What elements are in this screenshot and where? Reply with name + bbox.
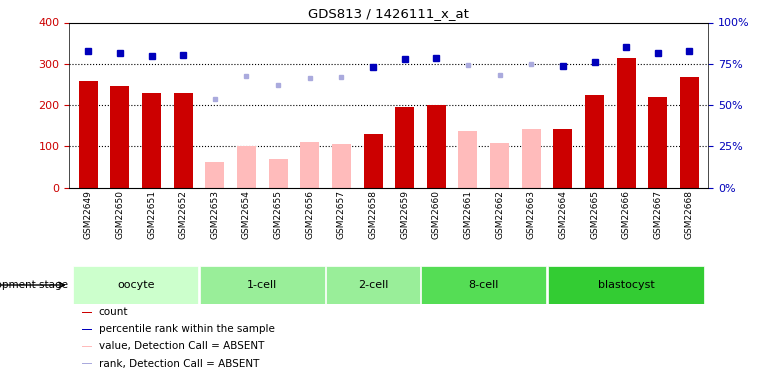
Bar [395, 107, 414, 188]
Text: GSM22656: GSM22656 [305, 190, 314, 239]
Bar [490, 143, 509, 188]
Bar [110, 86, 129, 188]
Text: 1-cell: 1-cell [247, 280, 277, 290]
Text: GSM22653: GSM22653 [210, 190, 219, 239]
Text: GSM22658: GSM22658 [369, 190, 377, 239]
Bar [458, 131, 477, 188]
Text: GSM22663: GSM22663 [527, 190, 536, 239]
Bar [237, 146, 256, 188]
Bar [174, 93, 192, 188]
Text: percentile rank within the sample: percentile rank within the sample [99, 324, 275, 334]
Bar [332, 144, 351, 188]
Text: GSM22659: GSM22659 [400, 190, 409, 239]
Bar [363, 134, 383, 188]
Text: GSM22665: GSM22665 [590, 190, 599, 239]
Text: GSM22654: GSM22654 [242, 190, 251, 239]
Text: GSM22660: GSM22660 [432, 190, 440, 239]
Bar [585, 95, 604, 188]
Text: GSM22657: GSM22657 [337, 190, 346, 239]
Text: development stage: development stage [0, 280, 68, 290]
Bar [82, 346, 92, 347]
Bar [82, 329, 92, 330]
Bar [300, 142, 320, 188]
Text: GSM22650: GSM22650 [116, 190, 125, 239]
Bar [421, 266, 546, 304]
Bar [522, 129, 541, 188]
Bar [648, 97, 668, 188]
Bar [547, 266, 705, 304]
Title: GDS813 / 1426111_x_at: GDS813 / 1426111_x_at [309, 7, 469, 20]
Bar [199, 266, 325, 304]
Text: GSM22649: GSM22649 [84, 190, 92, 239]
Bar [680, 77, 699, 188]
Text: count: count [99, 307, 129, 317]
Text: GSM22662: GSM22662 [495, 190, 504, 239]
Text: GSM22667: GSM22667 [653, 190, 662, 239]
Bar [73, 266, 198, 304]
Text: GSM22664: GSM22664 [558, 190, 567, 239]
Bar [554, 129, 572, 188]
Text: GSM22655: GSM22655 [273, 190, 283, 239]
Text: 2-cell: 2-cell [358, 280, 388, 290]
Text: oocyte: oocyte [117, 280, 155, 290]
Text: GSM22666: GSM22666 [621, 190, 631, 239]
Text: blastocyst: blastocyst [598, 280, 654, 290]
Text: GSM22651: GSM22651 [147, 190, 156, 239]
Text: GSM22661: GSM22661 [464, 190, 473, 239]
Text: 8-cell: 8-cell [469, 280, 499, 290]
Bar [427, 105, 446, 188]
Text: GSM22668: GSM22668 [685, 190, 694, 239]
Bar [206, 162, 224, 188]
Bar [79, 81, 98, 188]
Bar [326, 266, 420, 304]
Text: GSM22652: GSM22652 [179, 190, 188, 239]
Bar [142, 93, 161, 188]
Bar [82, 363, 92, 364]
Text: value, Detection Call = ABSENT: value, Detection Call = ABSENT [99, 342, 264, 351]
Bar [617, 58, 635, 188]
Bar [82, 312, 92, 313]
Bar [269, 159, 288, 188]
Text: rank, Detection Call = ABSENT: rank, Detection Call = ABSENT [99, 358, 259, 369]
